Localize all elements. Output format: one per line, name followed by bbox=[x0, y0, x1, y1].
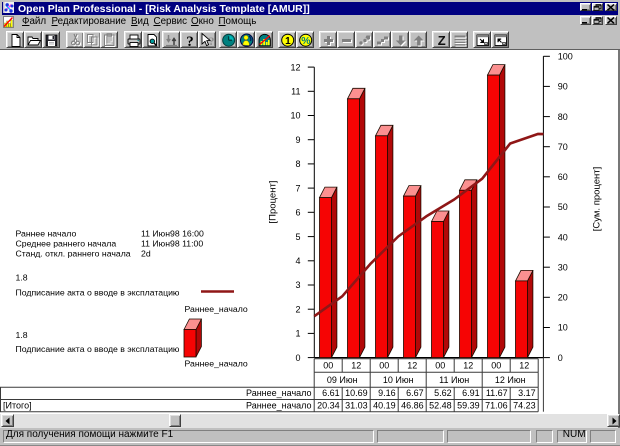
svg-text:10.69: 10.69 bbox=[345, 388, 368, 398]
svg-text:2d: 2d bbox=[141, 248, 151, 258]
svg-text:1: 1 bbox=[295, 329, 300, 339]
svg-text:71.06: 71.06 bbox=[485, 400, 508, 410]
svg-text:10 Июн: 10 Июн bbox=[383, 375, 414, 385]
svg-text:6.91: 6.91 bbox=[462, 388, 480, 398]
svg-text:%: % bbox=[301, 35, 311, 47]
svg-text:00: 00 bbox=[435, 361, 445, 371]
svg-text:10: 10 bbox=[290, 111, 300, 121]
svg-text:40: 40 bbox=[558, 232, 568, 242]
svg-text:1.8: 1.8 bbox=[16, 330, 28, 340]
svg-text:1: 1 bbox=[285, 36, 291, 47]
svg-text:Станд. откл. раннего начала: Станд. откл. раннего начала bbox=[16, 248, 131, 258]
svg-text:2: 2 bbox=[295, 304, 300, 314]
svg-text:00: 00 bbox=[323, 361, 333, 371]
svg-text:12: 12 bbox=[519, 361, 529, 371]
svg-text:59.39: 59.39 bbox=[457, 400, 480, 410]
svg-text:12: 12 bbox=[290, 62, 300, 72]
svg-text:3.17: 3.17 bbox=[518, 388, 536, 398]
svg-text:11: 11 bbox=[291, 87, 300, 97]
svg-text:70: 70 bbox=[558, 142, 568, 152]
svg-text:11.67: 11.67 bbox=[486, 388, 508, 398]
svg-text:5: 5 bbox=[295, 232, 300, 242]
svg-text:10: 10 bbox=[558, 323, 568, 333]
svg-text:30: 30 bbox=[558, 262, 568, 272]
svg-text:11 Июн: 11 Июн bbox=[439, 375, 469, 385]
svg-text:5.62: 5.62 bbox=[434, 388, 452, 398]
svg-text:12 Июн: 12 Июн bbox=[495, 375, 526, 385]
svg-text:90: 90 bbox=[558, 82, 568, 92]
svg-text:09 Июн: 09 Июн bbox=[327, 375, 358, 385]
svg-text:50: 50 bbox=[558, 202, 568, 212]
svg-text:12: 12 bbox=[351, 361, 361, 371]
svg-text:100: 100 bbox=[558, 52, 573, 62]
svg-text:80: 80 bbox=[558, 112, 568, 122]
svg-text:1.8: 1.8 bbox=[16, 273, 28, 283]
svg-text:Подписание акта о вводе в эксп: Подписание акта о вводе в эксплатацию bbox=[16, 344, 180, 354]
svg-text:11 Июн98 16:00: 11 Июн98 16:00 bbox=[141, 229, 204, 239]
svg-text:4: 4 bbox=[295, 256, 300, 266]
svg-text:?: ? bbox=[209, 34, 215, 48]
svg-text:0: 0 bbox=[558, 353, 563, 363]
svg-text:Раннее_начало: Раннее_начало bbox=[246, 400, 312, 410]
svg-text:74.23: 74.23 bbox=[513, 400, 536, 410]
svg-text:7: 7 bbox=[295, 183, 300, 193]
svg-text:[Процент]: [Процент] bbox=[268, 181, 279, 224]
svg-text:Раннее_начало: Раннее_начало bbox=[185, 358, 248, 368]
svg-text:11 Июн98 11:00: 11 Июн98 11:00 bbox=[141, 238, 203, 248]
svg-text:20.34: 20.34 bbox=[317, 400, 340, 410]
svg-text:60: 60 bbox=[558, 172, 568, 182]
svg-text:Z: Z bbox=[438, 33, 446, 48]
svg-text:46.86: 46.86 bbox=[401, 400, 424, 410]
svg-text:52.48: 52.48 bbox=[429, 400, 452, 410]
svg-text:6.61: 6.61 bbox=[322, 388, 340, 398]
svg-text:?: ? bbox=[186, 34, 194, 49]
svg-text:00: 00 bbox=[379, 361, 389, 371]
svg-text:3: 3 bbox=[295, 280, 300, 290]
svg-text:0: 0 bbox=[295, 353, 300, 363]
svg-text:40.19: 40.19 bbox=[373, 400, 396, 410]
svg-text:12: 12 bbox=[407, 361, 417, 371]
svg-text:12: 12 bbox=[463, 361, 473, 371]
svg-text:8: 8 bbox=[295, 159, 300, 169]
svg-text:[Итого]: [Итого] bbox=[3, 400, 32, 410]
svg-text:Раннее_начало: Раннее_начало bbox=[185, 304, 248, 314]
svg-text:9.16: 9.16 bbox=[378, 388, 396, 398]
svg-text:9: 9 bbox=[295, 135, 300, 145]
svg-text:20: 20 bbox=[558, 293, 568, 303]
svg-text:[Сум. процент]: [Сум. процент] bbox=[592, 167, 603, 232]
svg-text:Раннее начало: Раннее начало bbox=[16, 229, 77, 239]
svg-text:6.67: 6.67 bbox=[406, 388, 424, 398]
svg-text:00: 00 bbox=[491, 361, 501, 371]
svg-text:Подписание акта о вводе в эксп: Подписание акта о вводе в эксплатацию bbox=[16, 287, 180, 297]
svg-text:31.03: 31.03 bbox=[345, 400, 368, 410]
svg-text:Среднее раннего начала: Среднее раннего начала bbox=[16, 238, 117, 248]
svg-text:6: 6 bbox=[295, 208, 300, 218]
svg-text:Раннее_начало: Раннее_начало bbox=[246, 388, 312, 398]
